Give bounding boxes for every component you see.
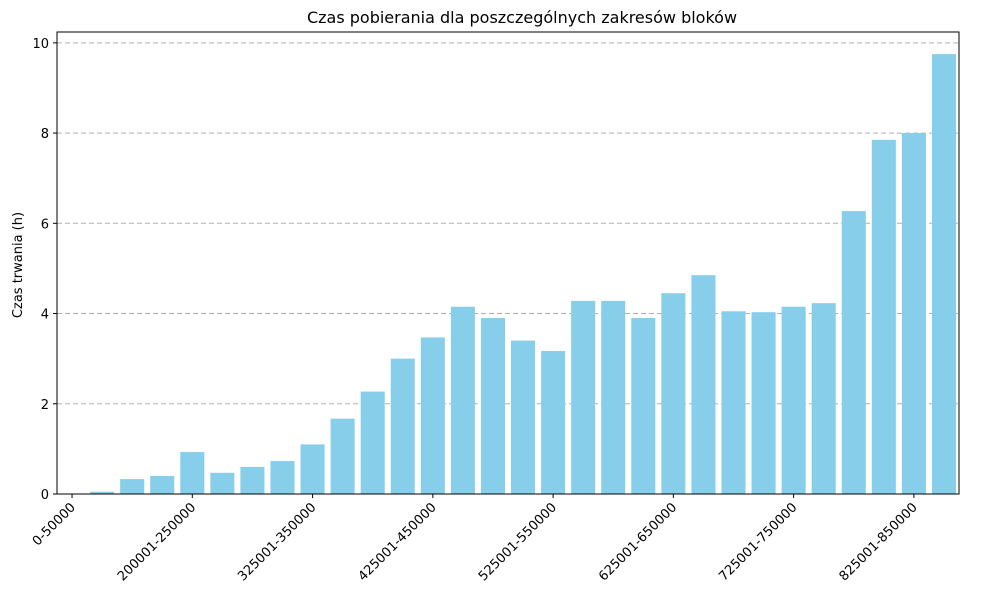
y-tick-label: 10: [32, 37, 49, 52]
x-tick-label: 725001-750000: [716, 500, 800, 584]
x-tick-label: 625001-650000: [596, 500, 680, 584]
bar: [601, 300, 626, 494]
bar: [270, 461, 295, 494]
bar: [541, 350, 566, 494]
x-tick-label: 825001-850000: [837, 500, 921, 584]
bar: [390, 358, 415, 494]
y-tick-label: 8: [41, 127, 49, 142]
y-tick-label: 2: [41, 398, 49, 413]
x-tick-label: 0-50000: [30, 500, 79, 549]
bar: [120, 479, 145, 494]
y-tick-label: 6: [41, 217, 49, 232]
bar: [721, 311, 746, 494]
bar: [811, 303, 836, 494]
bar: [691, 275, 716, 494]
bar: [330, 418, 355, 494]
y-tick-label: 0: [41, 488, 49, 503]
chart-title: Czas pobierania dla poszczególnych zakre…: [307, 8, 737, 27]
bar: [901, 133, 926, 494]
bar: [661, 293, 686, 494]
x-tick-label: 325001-350000: [235, 500, 319, 584]
bar: [90, 491, 115, 494]
bar: [180, 452, 205, 494]
bar: [480, 318, 505, 494]
plot-frame: [56, 31, 960, 495]
y-tick-label: 4: [41, 308, 49, 323]
y-axis-label: Czas trwania (h): [11, 212, 26, 318]
bar: [210, 472, 235, 494]
x-tick-label: 525001-550000: [476, 500, 560, 584]
bar: [450, 306, 475, 494]
bars: [90, 54, 956, 494]
bar: [240, 466, 265, 494]
bar: [631, 318, 656, 494]
bar: [150, 475, 175, 494]
bar: [360, 391, 385, 494]
bar: [420, 337, 445, 494]
bar: [841, 211, 866, 494]
bar: [781, 306, 806, 494]
bar: [511, 340, 536, 494]
bar: [300, 444, 325, 494]
bar: [871, 139, 896, 494]
bar: [571, 300, 596, 494]
bar: [751, 312, 776, 494]
bar: [931, 54, 956, 494]
x-tick-label: 425001-450000: [356, 500, 440, 584]
x-tick-label: 200001-250000: [115, 500, 199, 584]
